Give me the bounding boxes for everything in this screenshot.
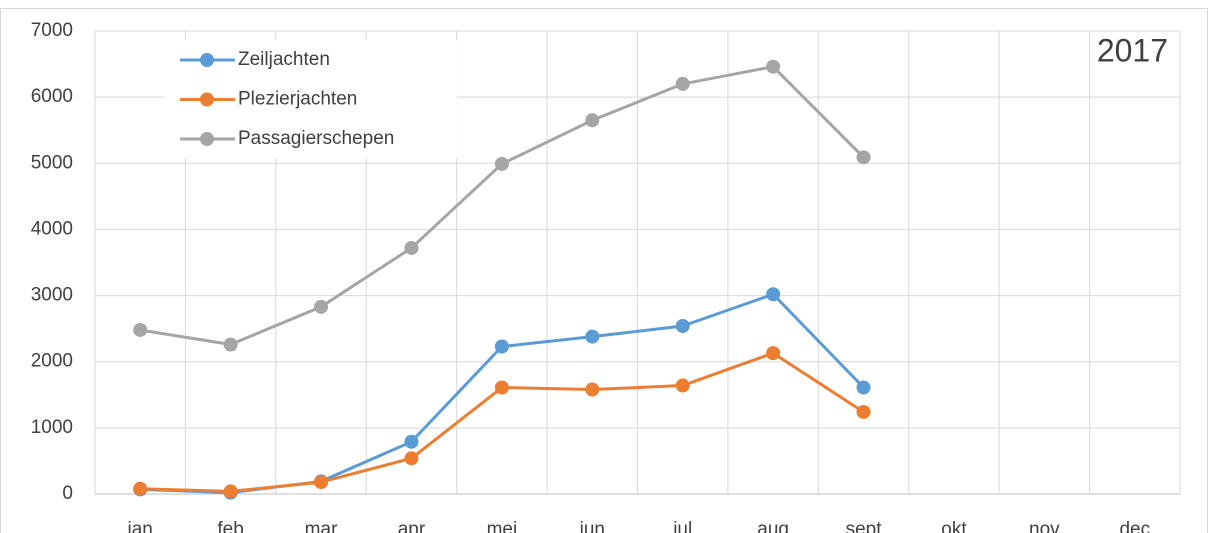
x-tick-label: dec xyxy=(1119,519,1150,533)
data-point xyxy=(223,337,238,352)
y-tick-label: 6000 xyxy=(31,86,73,107)
y-tick-label: 3000 xyxy=(31,285,73,306)
data-point xyxy=(675,318,690,333)
x-tick-label: nov xyxy=(1029,519,1060,533)
legend-marker xyxy=(200,132,214,146)
data-point xyxy=(133,481,148,496)
legend-label: Plezierjachten xyxy=(238,89,357,110)
data-point xyxy=(133,322,148,337)
x-tick-label: apr xyxy=(398,519,426,533)
data-point xyxy=(856,380,871,395)
x-tick-label: jun xyxy=(579,519,605,533)
x-tick-label: okt xyxy=(941,519,967,533)
data-point xyxy=(223,484,238,499)
data-point xyxy=(494,156,509,171)
data-point xyxy=(314,299,329,314)
x-tick-label: jan xyxy=(127,519,153,533)
data-point xyxy=(856,150,871,165)
data-point xyxy=(494,380,509,395)
y-tick-label: 2000 xyxy=(31,351,73,372)
data-point xyxy=(675,378,690,393)
y-tick-label: 1000 xyxy=(31,417,73,438)
legend-marker xyxy=(200,92,214,107)
legend-label: Passagierschepen xyxy=(238,128,394,149)
x-tick-label: jul xyxy=(672,519,692,533)
data-point xyxy=(404,240,419,255)
data-point xyxy=(856,404,871,419)
data-point xyxy=(766,346,781,361)
y-tick-label: 4000 xyxy=(31,218,73,239)
data-point xyxy=(494,339,509,354)
y-tick-label: 5000 xyxy=(31,152,73,173)
data-point xyxy=(404,434,419,449)
data-point xyxy=(585,329,600,344)
x-tick-label: sept xyxy=(846,519,883,533)
data-point xyxy=(404,451,419,466)
legend-label: Zeiljachten xyxy=(238,49,330,70)
data-point xyxy=(314,475,329,490)
x-tick-label: mar xyxy=(305,519,338,533)
data-point xyxy=(585,113,600,128)
y-tick-label: 0 xyxy=(62,483,73,504)
data-point xyxy=(766,59,781,74)
annotation: 2017 xyxy=(1097,32,1168,68)
x-tick-label: aug xyxy=(757,519,789,533)
data-point xyxy=(675,76,690,91)
x-tick-label: feb xyxy=(217,519,243,533)
data-point xyxy=(585,382,600,397)
legend-marker xyxy=(200,53,214,67)
y-tick-label: 7000 xyxy=(31,20,73,41)
x-tick-label: mei xyxy=(487,519,518,533)
data-point xyxy=(766,287,781,302)
